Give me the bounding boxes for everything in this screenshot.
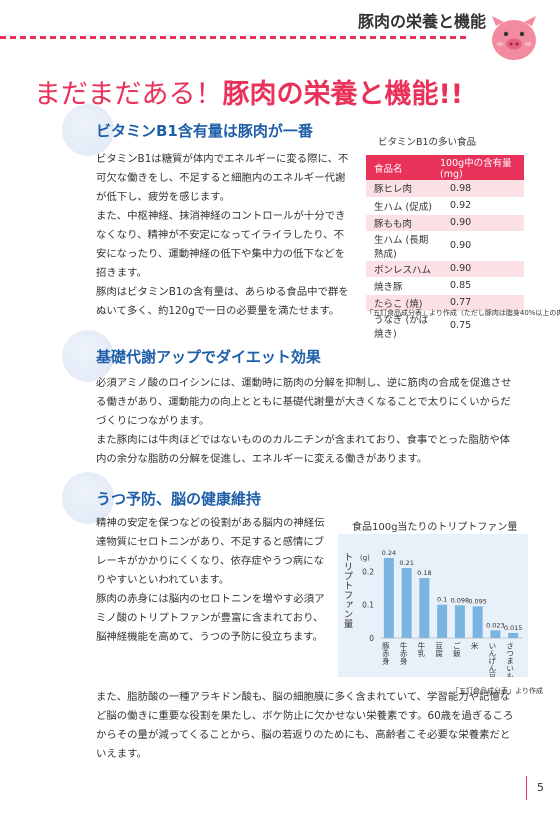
y-tick-label: 0: [369, 634, 374, 643]
table-cell-value: 0.90: [432, 214, 524, 232]
bar: [383, 558, 394, 638]
data-label: 0.015: [504, 624, 523, 632]
table-cell-food: 豚ヒレ肉: [366, 180, 432, 198]
table-cell-value: 0.98: [432, 180, 524, 198]
table-cell-value: 0.90: [432, 260, 524, 278]
page-number-divider: [526, 776, 527, 800]
x-tick-label: 牛乳: [417, 641, 426, 658]
section-heading-vitamin: ビタミンB1含有量は豚肉が一番: [96, 122, 313, 140]
page-number: 5: [537, 781, 544, 794]
section-heading-metabolism: 基礎代謝アップでダイエット効果: [96, 348, 321, 366]
table-row: うなぎ (かば焼き) 0.75: [366, 311, 524, 341]
bar: [401, 568, 412, 638]
table-row: 生ハム (長期熟成) 0.90: [366, 231, 524, 261]
section-circle: [62, 330, 114, 382]
bar: [472, 606, 483, 638]
table-cell-food: うなぎ (かば焼き): [366, 311, 432, 341]
table-row: ボンレスハム 0.90: [366, 260, 524, 278]
paragraph: 必須アミノ酸のロイシンには、運動時に筋肉の分解を抑制し、逆に筋肉の合成を促進させ…: [96, 377, 512, 427]
x-tick-label: いんげん豆: [488, 642, 497, 677]
vitamin-table-note: 「五訂食品成分表」より作成（ただし豚肉は脂身40%以上の肉類）: [366, 309, 560, 317]
page-title: まだまだある！豚肉の栄養と機能!!: [34, 72, 534, 111]
bar: [454, 605, 465, 638]
section-body-vitamin: ビタミンB1は糖質が体内でエネルギーに変る際に、不可欠な働きをし、不足すると細胞…: [96, 150, 354, 321]
chart-note: 「五訂食品成分表」より作成: [452, 687, 543, 695]
data-label: 0.18: [417, 569, 431, 577]
y-tick-label: 0.1: [362, 601, 374, 610]
section-heading-brain: うつ予防、脳の健康維持: [96, 490, 262, 508]
x-tick-label: 牛赤身: [399, 641, 408, 666]
section-circle: [62, 472, 114, 524]
data-label: 0.1: [437, 596, 447, 604]
data-label: 0.21: [399, 559, 413, 567]
table-row: 生ハム (促成) 0.92: [366, 197, 524, 215]
paragraph: 精神の安定を保つなどの役割がある脳内の神経伝達物質にセロトニンがあり、不足すると…: [96, 517, 325, 586]
table-cell-food: たらこ (焼): [366, 294, 432, 312]
header-divider: [0, 36, 470, 39]
table-cell-food: 生ハム (長期熟成): [366, 231, 432, 261]
table-cell-food: 豚もも肉: [366, 214, 432, 232]
table-cell-value: 0.92: [432, 197, 524, 215]
vitamin-table-caption: ビタミンB1の多い食品: [378, 137, 477, 148]
bar: [508, 633, 519, 638]
chart-title: 食品100g当たりのトリプトファン量: [352, 522, 518, 533]
table-row: 焼き豚 0.85: [366, 277, 524, 295]
chart-area: トリプトファン量 (g) 0 0.1 0.2 0.24 豚赤身 0.21 牛赤身 0.18 牛乳 0.…: [338, 534, 528, 680]
table-cell-food: 生ハム (促成): [366, 197, 432, 215]
table-cell-value: 0.85: [432, 277, 524, 295]
paragraph: ビタミンB1は糖質が体内でエネルギーに変る際に、不可欠な働きをし、不足すると細胞…: [96, 153, 349, 203]
table-cell-value: 0.77: [432, 294, 524, 312]
x-tick-label: さつまいも: [506, 642, 515, 677]
tryptophan-chart: トリプトファン量 (g) 0 0.1 0.2 0.24 豚赤身 0.21 牛赤身 0.18 牛乳 0.…: [342, 549, 523, 680]
table-row: たらこ (焼) 0.77: [366, 294, 524, 312]
table-cell-value: 0.75: [432, 311, 524, 341]
x-tick-label: ご飯: [452, 641, 461, 659]
table-cell-value: 0.90: [432, 231, 524, 261]
paragraph: 豚肉はビタミンB1の含有量は、あらゆる食品中で群をぬいて多く、約120gで一日の…: [96, 286, 349, 317]
x-tick-label: 豚赤身: [381, 642, 390, 666]
page-title-main: 豚肉の栄養と機能!!: [222, 79, 464, 110]
table-row: 豚もも肉 0.90: [366, 214, 524, 232]
table-row: 豚ヒレ肉 0.98: [366, 180, 524, 198]
table-cell-food: 焼き豚: [366, 277, 432, 295]
y-axis-label: トリプトファン量: [342, 552, 354, 628]
bar: [419, 578, 430, 638]
paragraph: また豚肉には牛肉ほどではないもののカルニチンが含まれており、食事でとった脂肪や体…: [96, 434, 511, 465]
page-title-lead: まだまだある！: [34, 79, 223, 110]
bar: [490, 630, 501, 638]
x-tick-label: 米: [470, 641, 479, 651]
table-header-amount: 100g中の含有量 (mg): [432, 155, 524, 180]
data-label: 0.023: [486, 621, 505, 629]
data-label: 0.095: [468, 597, 487, 605]
y-axis-unit: (g): [360, 554, 370, 562]
pig-icon: [492, 16, 536, 60]
paragraph: 豚肉の赤身には脳内のセロトニンを増やす必須アミノ酸のトリプトファンが豊富に含まれ…: [96, 593, 325, 643]
data-label: 0.098: [451, 596, 470, 604]
section-body-brain-continued: また、脂肪酸の一種アラキドン酸も、脳の細胞膜に多く含まれていて、学習能力や記憶な…: [96, 688, 518, 764]
bar: [437, 604, 448, 638]
vitamin-table: 食品名 100g中の含有量 (mg) 豚ヒレ肉 0.98 生ハム (促成) 0.92…: [366, 155, 524, 341]
data-label: 0.24: [382, 549, 396, 557]
header-title: 豚肉の栄養と機能: [357, 12, 486, 31]
paragraph: また、脂肪酸の一種アラキドン酸も、脳の細胞膜に多く含まれていて、学習能力や記憶な…: [96, 691, 514, 760]
section-body-brain: 精神の安定を保つなどの役割がある脳内の神経伝達物質にセロトニンがあり、不足すると…: [96, 514, 328, 647]
y-tick-label: 0.2: [362, 567, 374, 576]
table-cell-food: ボンレスハム: [366, 260, 432, 278]
section-body-metabolism: 必須アミノ酸のロイシンには、運動時に筋肉の分解を抑制し、逆に筋肉の合成を促進させ…: [96, 374, 518, 469]
table-header-food: 食品名: [366, 155, 432, 180]
section-circle: [62, 104, 114, 156]
x-tick-label: 豆腐: [434, 642, 443, 659]
paragraph: また、中枢神経、抹消神経のコントロールが十分できなくなり、精神が不安定になってイ…: [96, 210, 346, 279]
